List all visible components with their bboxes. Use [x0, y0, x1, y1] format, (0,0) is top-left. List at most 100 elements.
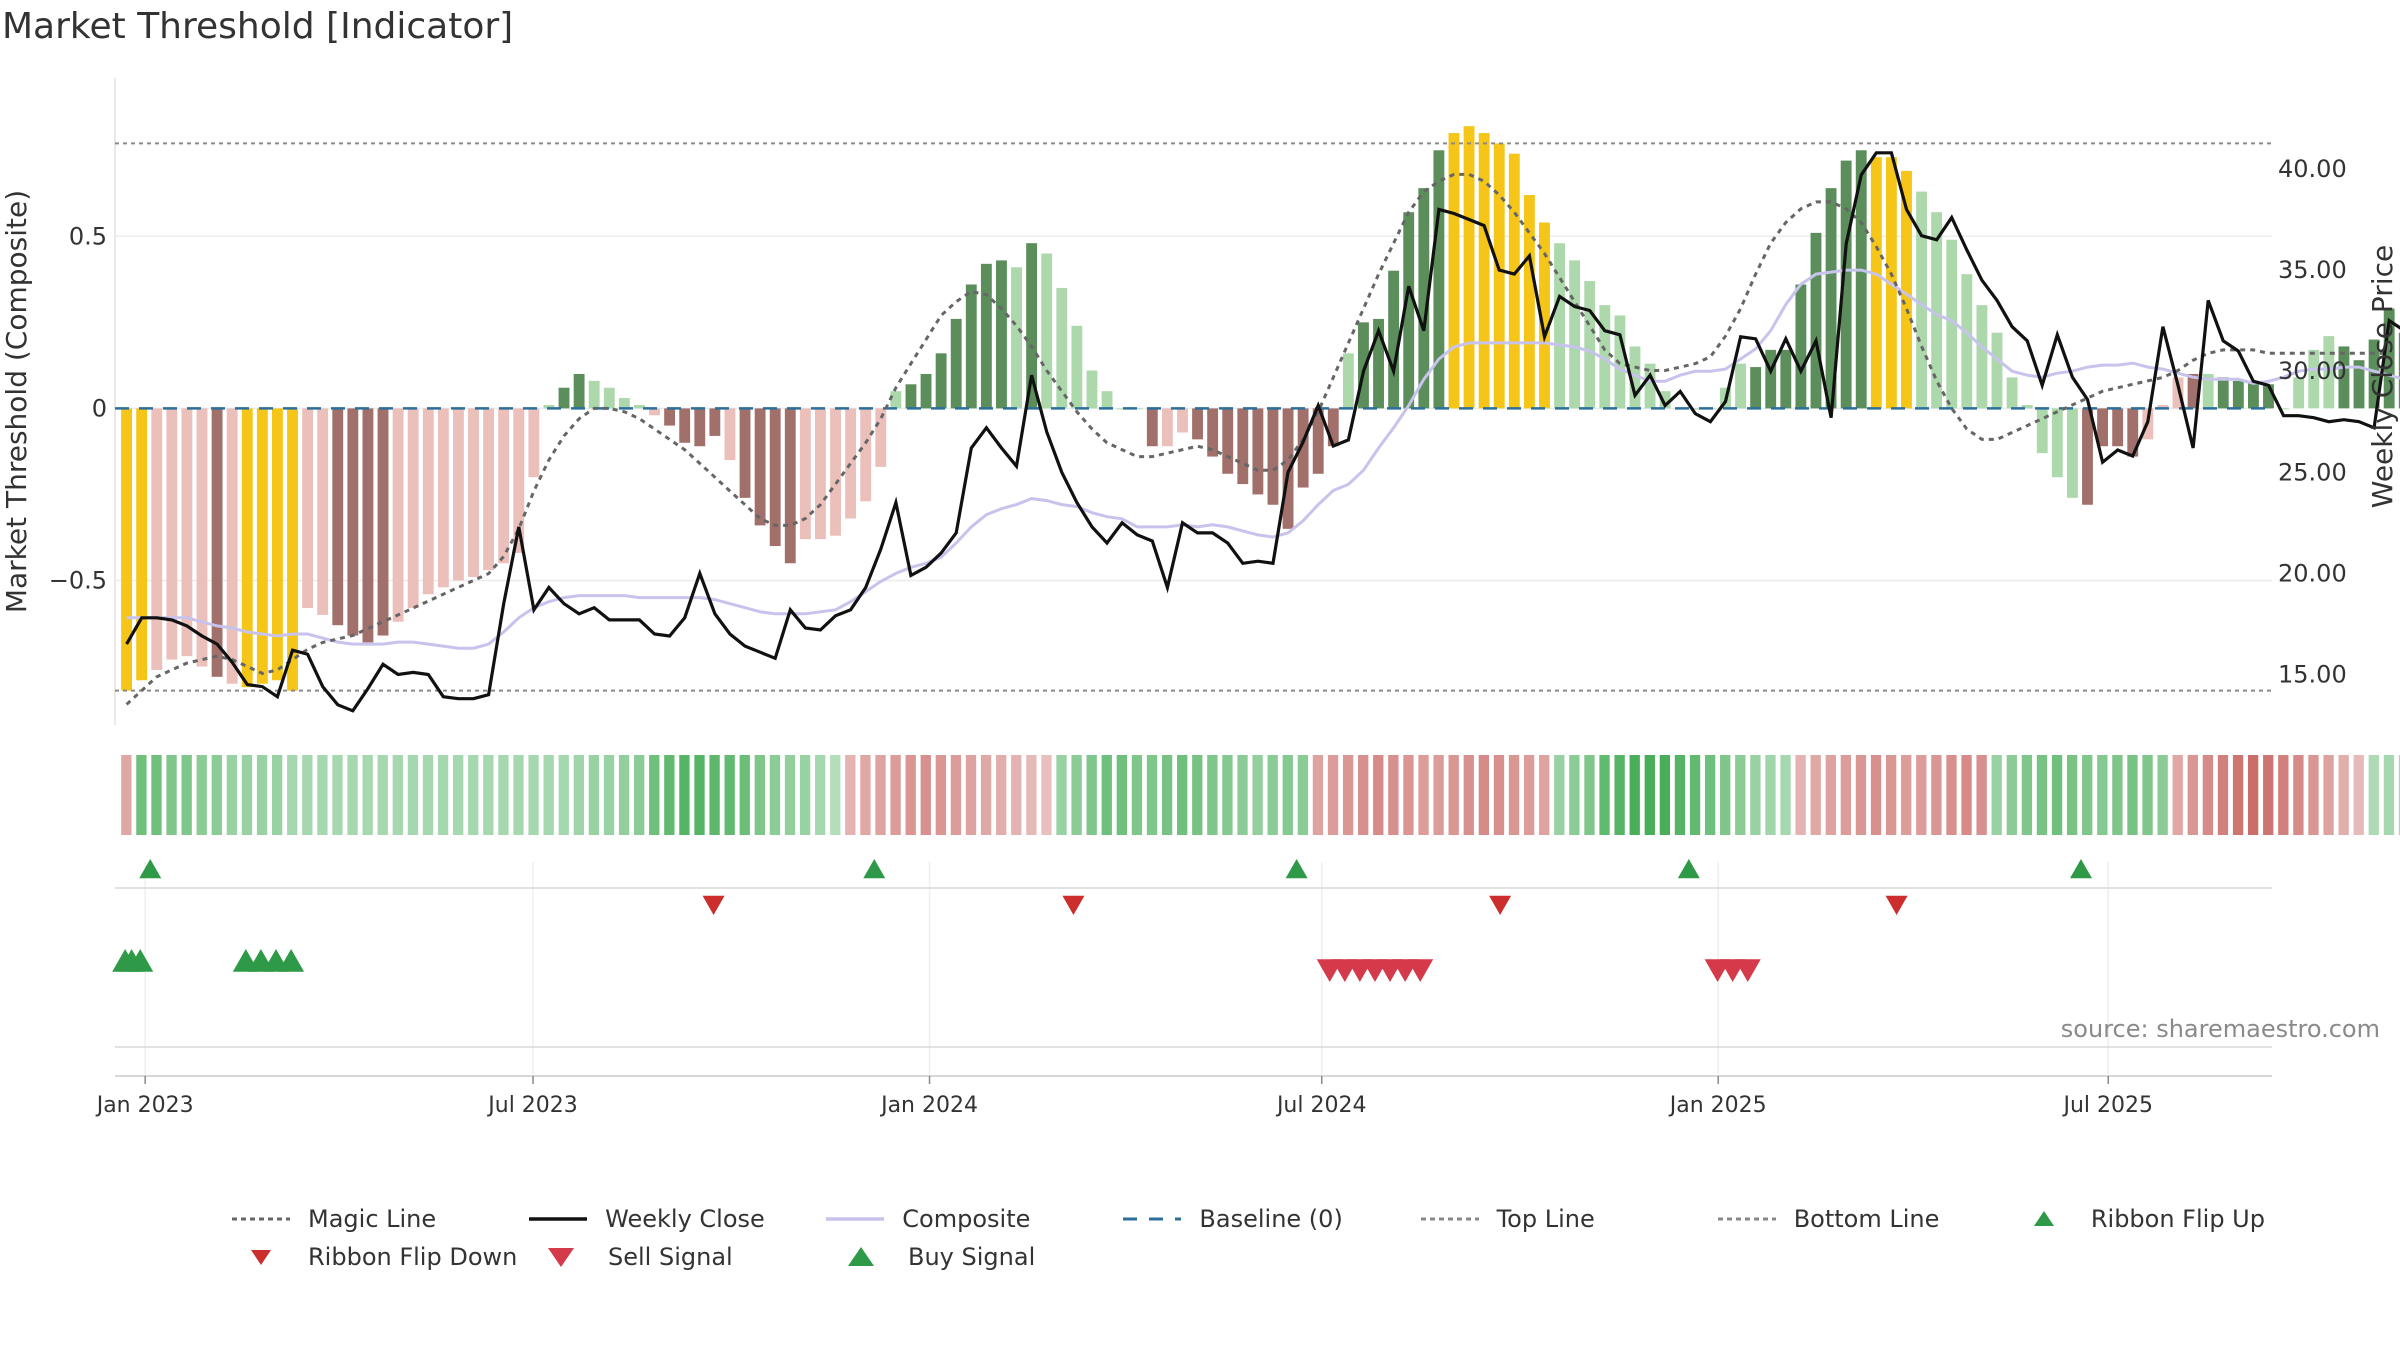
- ribbon-cell: [2112, 755, 2123, 835]
- composite-bar: [664, 408, 676, 426]
- sell-signal-marker: [1734, 959, 1761, 982]
- composite-bar: [513, 408, 525, 553]
- composite-bar: [528, 408, 540, 478]
- composite-bar: [1961, 274, 1973, 409]
- ribbon-cell: [2097, 755, 2108, 835]
- legend-item: Composite: [824, 1200, 1121, 1238]
- composite-bar: [1901, 170, 1912, 409]
- composite-bar: [2021, 404, 2033, 409]
- ribbon-cell: [845, 755, 856, 835]
- ribbon-cell: [1493, 755, 1505, 835]
- ribbon-cell: [1629, 755, 1640, 835]
- composite-bar: [1946, 239, 1958, 409]
- ribbon-cell: [437, 755, 449, 835]
- right-tick-label: 20.00: [2278, 559, 2347, 587]
- ribbon-cell: [1735, 755, 1746, 835]
- composite-bar: [302, 408, 314, 608]
- ribbon-cell: [2293, 755, 2304, 835]
- composite-line: [126, 268, 2400, 650]
- composite-bar: [965, 284, 977, 409]
- ribbon-cell: [1614, 755, 1625, 835]
- composite-bar: [332, 408, 344, 626]
- ribbon-cell: [1282, 755, 1293, 835]
- composite-bar: [1554, 243, 1565, 409]
- composite-bar: [2247, 380, 2259, 409]
- composite-bar: [1644, 363, 1656, 409]
- ribbon-cell: [784, 755, 796, 835]
- composite-bar: [2066, 408, 2078, 498]
- composite-bar: [1870, 157, 1882, 409]
- ribbon-cell: [2338, 755, 2349, 835]
- buy-signal-marker: [278, 949, 305, 972]
- composite-bar: [815, 408, 826, 540]
- ribbon-cell: [769, 755, 781, 835]
- ribbon-cell: [573, 755, 584, 835]
- composite-bar: [2293, 377, 2305, 409]
- composite-bar: [2157, 404, 2169, 409]
- legend-label: Top Line: [1496, 1205, 1595, 1233]
- ribbon-flip-up-marker: [1677, 859, 1700, 879]
- chart-title: Market Threshold [Indicator]: [2, 6, 514, 47]
- composite-bar: [860, 408, 872, 502]
- ribbon-cell: [543, 755, 554, 835]
- composite-bar: [1418, 188, 1430, 409]
- ribbon-cell: [860, 755, 871, 835]
- composite-bar: [362, 408, 374, 643]
- legend-item: Baseline (0): [1121, 1200, 1418, 1238]
- ribbon-cell: [1327, 755, 1339, 835]
- legend: Magic Line Weekly Close Composite Baseline …: [230, 1200, 2310, 1276]
- ribbon-cell: [649, 755, 660, 835]
- buy-signal-marker: [127, 949, 154, 972]
- ribbon-cell: [2353, 755, 2364, 835]
- ribbon-cell: [151, 755, 162, 835]
- composite-bar: [634, 404, 645, 409]
- legend-label: Bottom Line: [1793, 1205, 1940, 1233]
- composite-bar: [1237, 408, 1249, 485]
- ribbon-strip: [121, 755, 2400, 835]
- composite-bar: [1991, 332, 2003, 409]
- composite-bar: [920, 373, 932, 409]
- composite-bar: [980, 263, 992, 409]
- composite-bar: [724, 408, 736, 461]
- ribbon-cell: [2383, 755, 2395, 835]
- composite-bar: [2217, 377, 2229, 409]
- ribbon-cell: [739, 755, 750, 835]
- composite-bar: [603, 387, 615, 409]
- composite-bar: [1448, 133, 1460, 409]
- ribbon-cell: [1704, 755, 1716, 835]
- ribbon-cell: [1689, 755, 1701, 835]
- composite-bar: [1297, 408, 1309, 488]
- left-tick-label: 0.5: [69, 222, 107, 250]
- composite-bar: [739, 408, 751, 498]
- composite-bar: [1011, 267, 1022, 409]
- ribbon-cell: [1448, 755, 1459, 835]
- composite-bar: [1599, 305, 1611, 409]
- right-tick-label: 30.00: [2278, 357, 2347, 385]
- composite-bar: [2353, 360, 2365, 409]
- composite-bar: [950, 318, 962, 409]
- legend-label: Ribbon Flip Up: [2090, 1205, 2265, 1233]
- ribbon-cell: [1720, 755, 1731, 835]
- legend-item: Ribbon Flip Up: [2013, 1200, 2310, 1238]
- ribbon-cell: [392, 755, 403, 835]
- composite-bar: [121, 408, 133, 691]
- composite-bar: [1267, 408, 1279, 505]
- composite-bar: [543, 404, 555, 409]
- ribbon-flip-up-marker: [139, 859, 162, 879]
- ribbon-cell: [2142, 755, 2153, 835]
- ribbon-cell: [1252, 755, 1263, 835]
- composite-bar: [1342, 353, 1354, 409]
- x-tick-label: Jan 2024: [879, 1093, 978, 1118]
- source-credit: source: sharemaestro.com: [2060, 1015, 2380, 1043]
- ribbon-cell: [1901, 755, 1912, 835]
- ribbon-cell: [2308, 755, 2319, 835]
- ribbon-cell: [317, 755, 328, 835]
- composite-bar: [1312, 408, 1324, 474]
- ribbon-cell: [980, 755, 992, 835]
- composite-bar: [1810, 232, 1822, 409]
- ribbon-cell: [196, 755, 207, 835]
- ribbon-cell: [1885, 755, 1897, 835]
- x-tick-label: Jul 2025: [2061, 1093, 2153, 1118]
- composite-bar: [498, 408, 510, 564]
- ribbon-cell: [1146, 755, 1158, 835]
